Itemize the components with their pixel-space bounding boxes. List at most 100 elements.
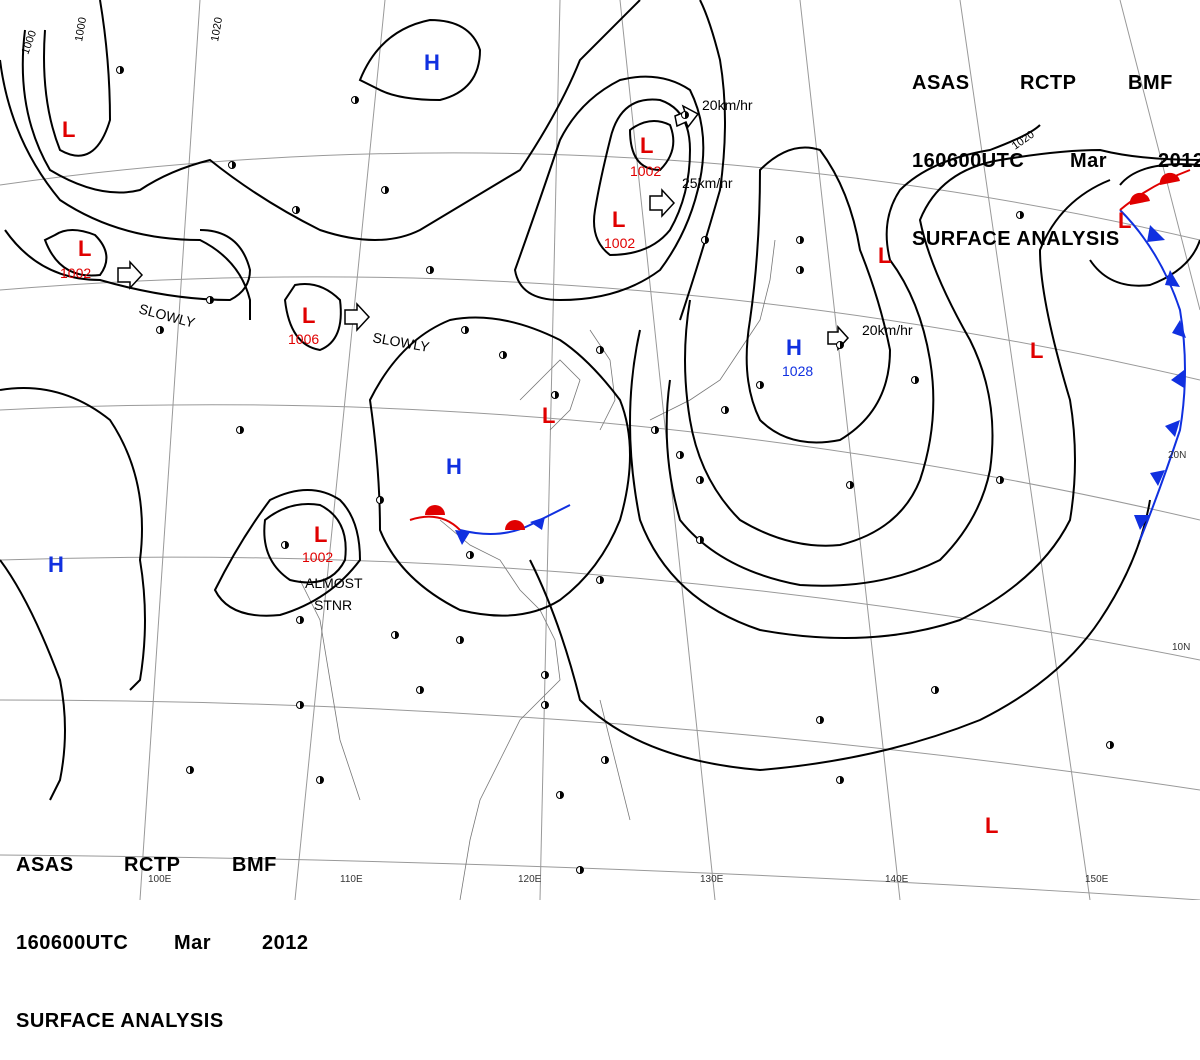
high-pressure-value: 1028: [782, 363, 813, 379]
isobar: [513, 75, 705, 302]
low-pressure-marker: L: [78, 236, 91, 261]
latitude-label: 20N: [1168, 450, 1186, 461]
weather-map: 1000 1000 1020 1020 L L L L L L L L L L …: [0, 0, 1200, 900]
meridian: [959, 0, 1091, 900]
isobars: [0, 0, 1200, 801]
isobar: [1089, 239, 1200, 287]
station-label: RCTP: [1020, 72, 1077, 94]
high-pressure-marker: H: [446, 454, 462, 479]
isobar: [593, 98, 692, 257]
station-cloud-cover: [555, 391, 559, 399]
station-cloud-cover: [190, 766, 194, 774]
longitude-label: 130E: [700, 874, 724, 885]
station-cloud-cover: [470, 551, 474, 559]
station-cloud-cover: [503, 351, 507, 359]
meridian: [799, 0, 901, 900]
cold-front-triangle: [1171, 370, 1184, 388]
station-cloud-cover: [210, 296, 214, 304]
station-cloud-cover: [300, 616, 304, 624]
low-pressure-marker: L: [302, 303, 315, 328]
month-label: Mar: [1070, 150, 1108, 172]
station-cloud-cover: [1110, 741, 1114, 749]
isobar: [529, 499, 1151, 772]
meridian: [139, 0, 201, 900]
isobar: [4, 229, 252, 302]
low-pressure-marker: L: [985, 813, 998, 838]
code-label: BMF: [232, 854, 277, 876]
isobar: [0, 387, 146, 691]
cold-front-east: [1119, 209, 1186, 541]
low-pressure-marker: L: [542, 403, 555, 428]
low-pressure-marker: L: [62, 117, 75, 142]
station-cloud-cover: [545, 701, 549, 709]
warm-front-semicircle: [1129, 192, 1150, 205]
station-cloud-cover: [800, 236, 804, 244]
station-cloud-cover: [420, 686, 424, 694]
station-cloud-cover: [850, 481, 854, 489]
station-cloud-cover: [1020, 211, 1024, 219]
isobar: [368, 316, 631, 617]
cold-front-triangle: [1165, 270, 1180, 287]
motion-label: SLOWLY: [137, 300, 197, 330]
low-pressure-value: 1002: [604, 235, 635, 251]
station-cloud-cover: [655, 426, 659, 434]
station-cloud-cover: [1000, 476, 1004, 484]
station-cloud-cover: [285, 541, 289, 549]
cold-front-triangle: [530, 517, 545, 530]
station-cloud-cover: [580, 866, 584, 874]
isobar: [629, 179, 1111, 639]
station-cloud-cover: [840, 341, 844, 349]
isobar: [745, 146, 892, 444]
low-pressure-marker: L: [640, 133, 653, 158]
station-cloud-cover: [840, 776, 844, 784]
parallel: [0, 854, 1200, 900]
time-label: 160600UTC: [912, 150, 1025, 172]
longitude-label: 120E: [518, 874, 542, 885]
station-cloud-cover: [935, 686, 939, 694]
station-cloud-cover: [705, 236, 709, 244]
station-cloud-cover: [600, 346, 604, 354]
isobar: [358, 18, 482, 102]
station-cloud-cover: [296, 206, 300, 214]
station-cloud-cover: [685, 111, 689, 119]
motion-arrow-icon: [649, 188, 676, 218]
low-pressure-value: 1002: [302, 549, 333, 565]
graticule: [0, 0, 1200, 900]
isobar: [665, 148, 1200, 587]
parallel: [0, 556, 1200, 661]
low-pressure-marker: L: [1118, 208, 1131, 233]
isobar: [263, 503, 347, 584]
isobar-label: 1000: [73, 16, 89, 42]
station-cloud-cover: [800, 266, 804, 274]
cold-front-triangle: [1172, 320, 1186, 338]
station-cloud-cover: [680, 451, 684, 459]
station-cloud-cover: [700, 536, 704, 544]
motion-label: 20km/hr: [862, 322, 913, 338]
low-pressure-marker: L: [878, 243, 891, 268]
cold-front-triangle: [1147, 225, 1165, 242]
isobar: [43, 0, 112, 157]
high-pressure-marker: H: [48, 552, 64, 577]
station-cloud-cover: [700, 476, 704, 484]
meridian: [1119, 0, 1200, 311]
stationary-front-cold: [459, 504, 571, 535]
chart-header-top-right: ASAS RCTP BMF 160600UTC Mar 2012 SURFACE ANA…: [912, 18, 1200, 278]
high-pressure-marker: H: [786, 335, 802, 360]
isobar: [213, 489, 362, 617]
high-pressure-marker: H: [424, 50, 440, 75]
station-label: RCTP: [124, 854, 181, 876]
isobar: [283, 283, 342, 352]
front-symbols: [425, 172, 1186, 545]
coast-korea: [589, 329, 616, 431]
isobar: [679, 0, 726, 321]
motion-label: SLOWLY: [371, 329, 431, 355]
station-cloud-cover: [380, 496, 384, 504]
station-cloud-cover: [605, 756, 609, 764]
coastlines: [299, 239, 776, 900]
motion-arrows: [117, 104, 850, 351]
station-cloud-cover: [465, 326, 469, 334]
parallel: [0, 276, 1200, 381]
time-label: 160600UTC: [16, 932, 129, 954]
parallel: [0, 699, 1200, 791]
coast-sea: [519, 359, 581, 431]
